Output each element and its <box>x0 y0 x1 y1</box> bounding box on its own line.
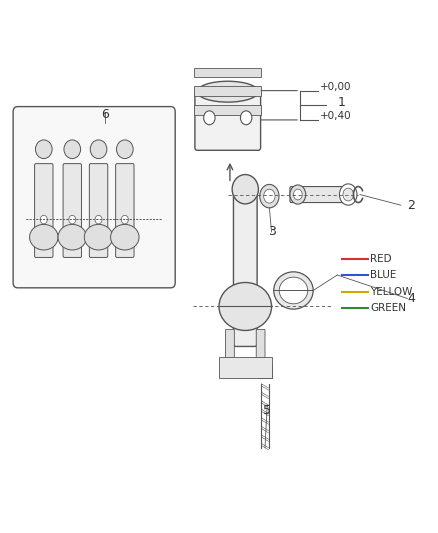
Text: 4: 4 <box>407 292 415 305</box>
Circle shape <box>339 184 357 205</box>
Ellipse shape <box>110 224 139 250</box>
Ellipse shape <box>232 174 258 204</box>
Bar <box>194 86 261 96</box>
FancyBboxPatch shape <box>89 164 108 257</box>
FancyBboxPatch shape <box>63 164 81 257</box>
Ellipse shape <box>58 224 87 250</box>
Circle shape <box>290 185 306 204</box>
Text: 1: 1 <box>337 96 345 109</box>
Text: +0,00: +0,00 <box>320 82 351 92</box>
Text: 2: 2 <box>407 199 415 212</box>
Circle shape <box>95 215 102 224</box>
Circle shape <box>264 189 275 203</box>
FancyBboxPatch shape <box>116 164 134 257</box>
FancyBboxPatch shape <box>233 192 257 346</box>
Text: 5: 5 <box>263 404 271 417</box>
Text: 6: 6 <box>101 108 109 121</box>
Ellipse shape <box>274 272 313 309</box>
Bar <box>194 68 261 77</box>
Ellipse shape <box>219 282 272 330</box>
FancyBboxPatch shape <box>195 89 261 150</box>
Text: 3: 3 <box>268 225 276 238</box>
Ellipse shape <box>30 224 58 250</box>
Text: BLUE: BLUE <box>370 270 396 280</box>
Ellipse shape <box>197 81 258 102</box>
Ellipse shape <box>64 140 81 159</box>
FancyBboxPatch shape <box>226 329 234 361</box>
Circle shape <box>343 188 353 201</box>
FancyBboxPatch shape <box>13 107 175 288</box>
Bar <box>194 105 261 115</box>
Text: RED: RED <box>370 254 392 263</box>
Circle shape <box>293 189 302 200</box>
Text: GREEN: GREEN <box>370 303 406 313</box>
Circle shape <box>121 215 128 224</box>
Text: YELLOW: YELLOW <box>370 287 413 296</box>
Text: +0,40: +0,40 <box>320 111 351 121</box>
Ellipse shape <box>117 140 133 159</box>
Circle shape <box>260 184 279 208</box>
Ellipse shape <box>35 140 52 159</box>
Circle shape <box>40 215 47 224</box>
Bar <box>219 357 272 378</box>
FancyBboxPatch shape <box>35 164 53 257</box>
Circle shape <box>69 215 76 224</box>
Ellipse shape <box>279 277 308 304</box>
Circle shape <box>204 111 215 125</box>
FancyBboxPatch shape <box>256 329 265 361</box>
Ellipse shape <box>90 140 107 159</box>
Bar <box>258 365 272 378</box>
Ellipse shape <box>84 224 113 250</box>
Circle shape <box>240 111 252 125</box>
FancyBboxPatch shape <box>290 187 350 203</box>
